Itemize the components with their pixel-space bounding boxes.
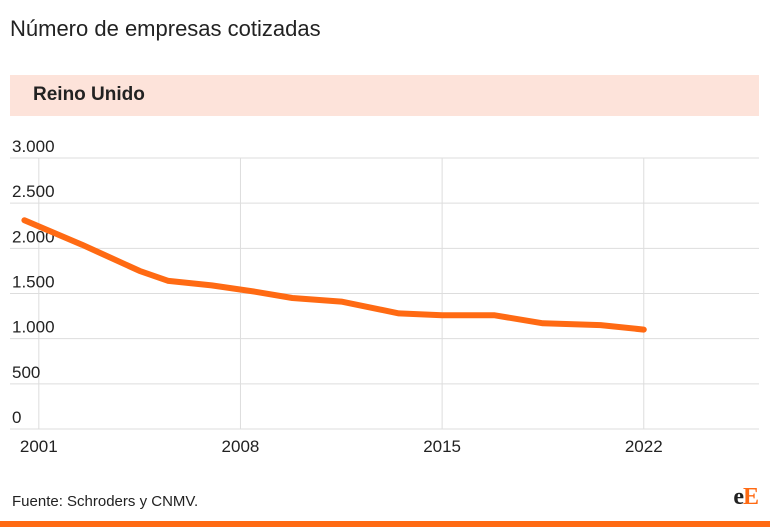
x-tick-label: 2015 — [423, 437, 461, 456]
bottom-accent-bar — [0, 521, 770, 527]
y-tick-label: 2.500 — [12, 182, 55, 201]
y-gridlines — [10, 157, 759, 430]
y-tick-label: 1.000 — [12, 318, 55, 337]
series-layer — [21, 217, 647, 333]
page-title: Número de empresas cotizadas — [10, 16, 321, 41]
y-tick-label: 3.000 — [12, 137, 55, 156]
y-axis-labels: 0 500 1.000 1.500 2.000 2.500 3.000 — [12, 137, 55, 427]
brand-logo: eE — [733, 484, 759, 511]
y-tick-label: 0 — [12, 408, 21, 427]
x-tick-label: 2008 — [222, 437, 260, 456]
x-tick-label: 2022 — [625, 437, 663, 456]
source-note: Fuente: Schroders y CNMV. — [12, 493, 199, 510]
chart-title: Reino Unido — [33, 84, 145, 105]
logo-letter-E: E — [742, 484, 759, 510]
x-tick-label: 2001 — [20, 437, 58, 456]
series-line — [21, 217, 647, 333]
x-axis-labels: 2001 2008 2015 2022 — [20, 437, 663, 456]
logo-letter-e: e — [733, 484, 744, 510]
chart-panel-header: Reino Unido — [10, 75, 759, 116]
y-tick-label: 500 — [12, 363, 40, 382]
y-tick-label: 1.500 — [12, 273, 55, 292]
x-gridlines — [38, 158, 645, 429]
y-tick-label: 2.000 — [12, 227, 55, 246]
